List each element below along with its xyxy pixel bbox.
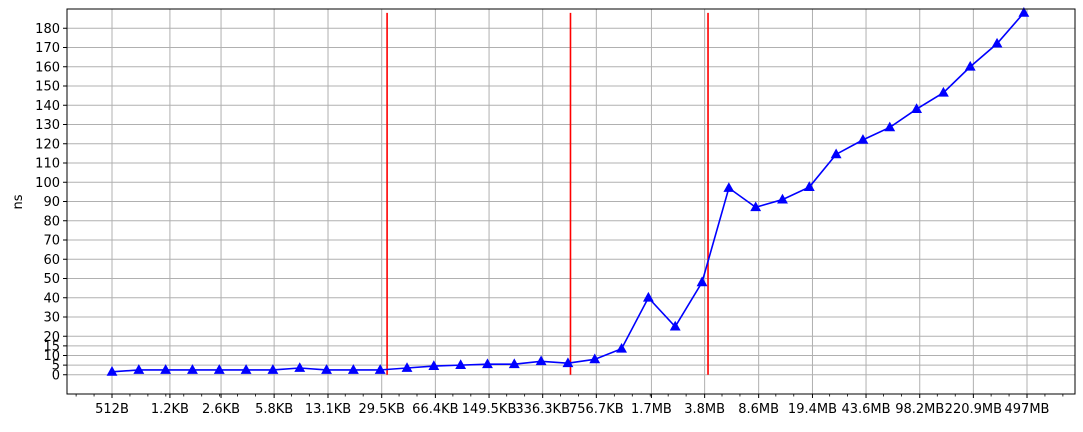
data-point (347, 364, 359, 374)
y-tick-label: 120 (35, 137, 60, 152)
x-tick-label: 8.6MB (738, 402, 779, 417)
y-tick-label: 5 (52, 359, 60, 374)
data-point (1018, 7, 1030, 17)
data-point (937, 86, 949, 97)
data-point (213, 364, 225, 374)
data-point (401, 362, 413, 372)
y-tick-label: 180 (35, 22, 60, 37)
data-point (374, 364, 386, 374)
data-point (133, 364, 145, 374)
x-tick-label: 66.4KB (412, 402, 458, 417)
y-tick-label: 160 (35, 60, 60, 75)
y-tick-label: 10 (43, 349, 60, 364)
data-point (669, 320, 681, 331)
x-tick-label: 1.7MB (631, 402, 672, 417)
x-tick-label: 5.8KB (255, 402, 293, 417)
x-tick-label: 149.5KB (462, 402, 517, 417)
y-tick-label: 30 (43, 311, 60, 326)
data-point (508, 358, 520, 369)
data-point (964, 60, 976, 71)
x-tick-label: 13.1KB (305, 402, 351, 417)
data-point (616, 342, 628, 353)
x-tick-label: 19.4MB (788, 402, 837, 417)
data-point (535, 355, 547, 366)
data-point (803, 181, 815, 191)
x-tick-label: 3.8MB (684, 402, 725, 417)
data-point (857, 134, 869, 144)
y-tick-label: 50 (43, 272, 60, 287)
data-point (696, 276, 708, 287)
data-point (777, 193, 788, 204)
data-point (750, 201, 762, 212)
x-tick-label: 43.6MB (841, 402, 890, 417)
y-tick-label: 0 (52, 368, 60, 383)
data-point (589, 353, 601, 364)
y-tick-label: 80 (43, 214, 60, 229)
data-point (160, 364, 172, 374)
y-tick-label: 60 (43, 253, 60, 268)
data-point (830, 148, 842, 159)
data-point (723, 182, 735, 192)
y-tick-label: 140 (35, 99, 60, 114)
y-tick-label: 110 (35, 157, 60, 172)
data-point (455, 359, 467, 370)
x-tick-label: 336.3KB (515, 402, 570, 417)
y-tick-label: 40 (43, 291, 60, 306)
data-point (321, 364, 332, 374)
x-tick-label: 98.2MB (895, 402, 944, 417)
y-tick-label: 130 (35, 118, 60, 133)
data-point (106, 366, 118, 376)
data-point (642, 291, 654, 302)
y-tick-label: 20 (43, 330, 60, 345)
data-series (106, 7, 1030, 376)
vertical-markers (386, 12, 709, 375)
y-tick-label: 70 (43, 234, 60, 249)
x-axis-ticks: 512B 1.2KB 2.6KB 5.8KB 13.1KB 29.5KB 66.4KB 149… (75, 394, 1064, 417)
x-tick-label: 1.2KB (151, 402, 189, 417)
data-point (240, 364, 252, 374)
x-tick-label: 2.6KB (202, 402, 240, 417)
y-axis-label: ns (11, 194, 26, 209)
y-tick-label: 150 (35, 80, 60, 95)
y-tick-label: 100 (35, 176, 60, 191)
data-point (267, 364, 279, 374)
data-point (911, 103, 923, 113)
x-tick-label: 220.9MB (945, 402, 1002, 417)
data-point (482, 358, 493, 369)
x-tick-label: 512B (95, 402, 129, 417)
y-tick-label: 90 (43, 195, 60, 210)
y-tick-label: 15 (43, 339, 60, 354)
data-point (884, 121, 896, 132)
data-point (294, 362, 306, 372)
x-tick-label: 756.7KB (569, 402, 624, 417)
x-tick-label: 497MB (1005, 402, 1050, 417)
x-tick-label: 29.5KB (359, 402, 405, 417)
data-point (562, 357, 574, 368)
data-point (991, 37, 1003, 48)
data-point (428, 360, 440, 370)
data-point (187, 364, 198, 374)
y-tick-label: 170 (35, 41, 60, 56)
